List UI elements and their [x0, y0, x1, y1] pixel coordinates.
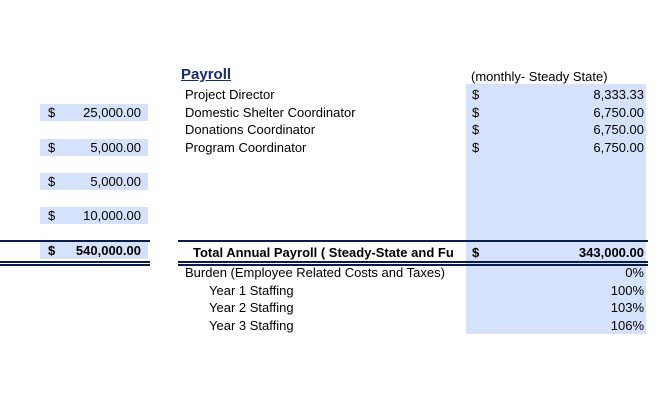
rule-right-top: [178, 240, 648, 242]
position-label: Domestic Shelter Coordinator: [185, 105, 356, 120]
burden-value[interactable]: 0%: [625, 265, 644, 280]
staffing-value[interactable]: 106%: [610, 318, 644, 333]
currency-symbol: $: [472, 87, 480, 102]
left-amount-cell[interactable]: $ 25,000.00: [40, 104, 148, 121]
amount-column-fill: [466, 84, 646, 334]
rule-right-bottom-1: [178, 261, 648, 263]
currency-symbol: $: [48, 140, 56, 155]
left-total-cell[interactable]: $ 540,000.00: [40, 242, 148, 259]
position-amount[interactable]: 6,750.00: [593, 122, 644, 137]
staffing-label: Year 2 Staffing: [209, 300, 294, 315]
staffing-label: Year 3 Staffing: [209, 318, 294, 333]
currency-symbol: $: [48, 243, 56, 258]
position-amount[interactable]: 6,750.00: [593, 105, 644, 120]
rule-left-bottom-2: [0, 264, 150, 266]
position-amount[interactable]: 6,750.00: [593, 140, 644, 155]
staffing-label: Year 1 Staffing: [209, 283, 294, 298]
currency-symbol: $: [472, 245, 480, 260]
position-label: Program Coordinator: [185, 140, 307, 155]
position-label: Project Director: [185, 87, 275, 102]
left-amount-cell[interactable]: $ 5,000.00: [40, 173, 148, 190]
total-label: Total Annual Payroll ( Steady-State and …: [193, 245, 454, 260]
section-title: Payroll: [181, 66, 232, 83]
amount-value: 5,000.00: [90, 140, 141, 155]
position-amount[interactable]: 8,333.33: [593, 87, 644, 102]
position-label: Donations Coordinator: [185, 122, 316, 137]
currency-symbol: $: [48, 208, 56, 223]
total-amount[interactable]: 343,000.00: [578, 245, 644, 260]
left-amount-cell[interactable]: $ 10,000.00: [40, 207, 148, 224]
amount-value: 5,000.00: [90, 174, 141, 189]
rule-left-top: [0, 240, 150, 242]
burden-label: Burden (Employee Related Costs and Taxes…: [185, 265, 445, 280]
amount-value: 25,000.00: [83, 105, 141, 120]
currency-symbol: $: [472, 105, 480, 120]
staffing-value[interactable]: 100%: [610, 283, 644, 298]
left-amount-cell[interactable]: $ 5,000.00: [40, 139, 148, 156]
period-note: (monthly- Steady State): [471, 69, 608, 84]
total-amount-value: 540,000.00: [75, 243, 141, 258]
staffing-value[interactable]: 103%: [610, 300, 644, 315]
amount-value: 10,000.00: [83, 208, 141, 223]
currency-symbol: $: [472, 122, 480, 137]
rule-left-bottom-1: [0, 261, 150, 263]
currency-symbol: $: [48, 105, 56, 120]
currency-symbol: $: [48, 174, 56, 189]
rule-right-bottom-2: [178, 264, 648, 266]
currency-symbol: $: [472, 140, 480, 155]
